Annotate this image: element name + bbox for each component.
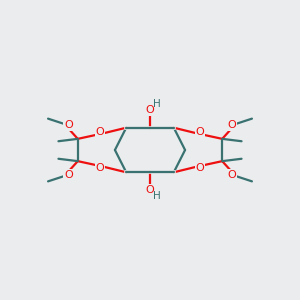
- Text: O: O: [227, 169, 236, 179]
- Text: O: O: [146, 184, 154, 194]
- Text: O: O: [64, 169, 73, 179]
- Text: O: O: [64, 121, 73, 130]
- Text: O: O: [227, 121, 236, 130]
- Text: O: O: [196, 127, 205, 137]
- Text: H: H: [153, 191, 160, 201]
- Text: O: O: [95, 127, 104, 137]
- Text: O: O: [146, 106, 154, 116]
- Text: O: O: [95, 163, 104, 173]
- Text: H: H: [153, 99, 160, 109]
- Text: O: O: [196, 163, 205, 173]
